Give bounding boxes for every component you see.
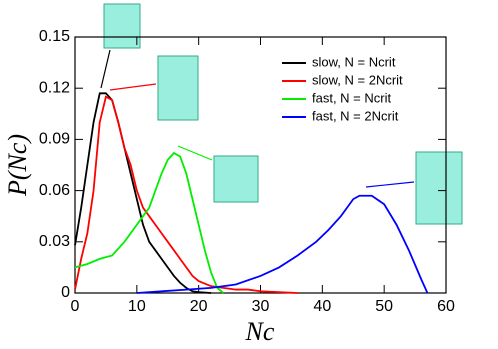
legend-label: slow, N = Ncrit: [312, 54, 396, 69]
series-line: [74, 151, 224, 294]
series-line: [74, 92, 212, 294]
x-tick-label: 40: [313, 298, 331, 315]
x-tick-label: 10: [128, 298, 146, 315]
legend-label: fast, N = Ncrit: [312, 90, 391, 105]
insets: [103, 3, 463, 225]
x-tick-label: 30: [252, 298, 270, 315]
x-tick-label: 50: [375, 298, 393, 315]
legend-label: slow, N = 2Ncrit: [312, 72, 403, 87]
arrow: [177, 145, 213, 161]
y-tick-label: 0.15: [39, 28, 70, 45]
y-tick-label: 0.12: [39, 79, 70, 96]
x-tick-label: 60: [437, 298, 455, 315]
inset-image: [415, 151, 463, 225]
y-tick-label: 0.06: [39, 182, 70, 199]
x-tick-label: 20: [190, 298, 208, 315]
inset-image: [157, 55, 199, 121]
y-axis-label: P(Nc): [3, 134, 32, 197]
arrows: [100, 49, 415, 188]
inset-image: [213, 155, 259, 203]
series-line: [136, 194, 429, 294]
y-tick-label: 0.09: [39, 131, 70, 148]
y-tick-label: 0: [61, 284, 70, 301]
arrow: [109, 83, 157, 91]
series-line: [74, 95, 298, 294]
x-tick-label: 0: [71, 298, 80, 315]
x-axis-label: Nc: [245, 317, 275, 346]
legend-label: fast, N = 2Ncrit: [312, 108, 399, 123]
y-tick-label: 0.03: [39, 233, 70, 250]
arrow: [100, 49, 111, 89]
arrow: [365, 181, 415, 188]
inset-image: [103, 3, 141, 49]
